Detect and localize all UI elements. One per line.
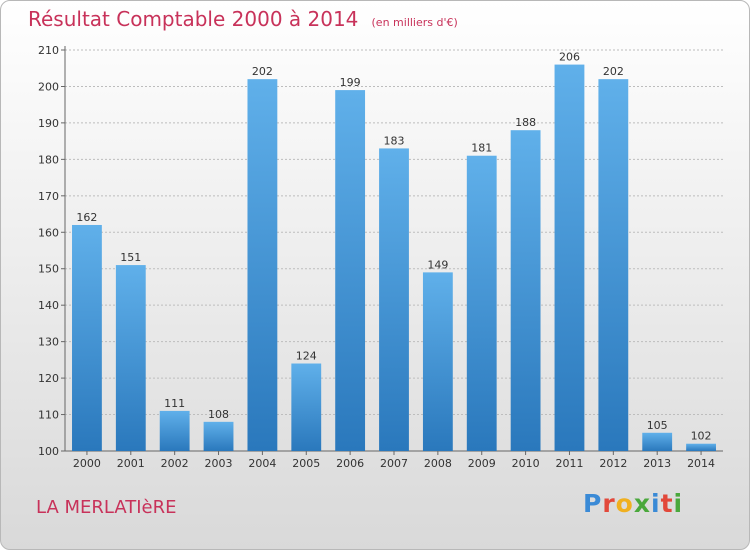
data-label: 105 [647,419,668,432]
bar [335,90,366,451]
logo-letter: t [660,489,674,518]
x-tick-label: 2011 [555,457,583,470]
data-label: 188 [515,116,536,129]
y-tick-label: 140 [38,299,59,312]
data-label: 183 [384,134,405,147]
logo-letter: i [651,489,661,518]
x-tick-label: 2000 [73,457,101,470]
y-tick-label: 100 [38,445,59,458]
logo-letter: x [633,489,651,518]
bar [291,363,322,451]
chart-subtitle: (en milliers d'€) [371,16,458,29]
bar [115,265,146,451]
bar [247,79,278,451]
bar [686,443,716,451]
x-tick-label: 2002 [161,457,189,470]
data-label: 124 [296,350,317,363]
bar [642,432,673,451]
x-tick-label: 2014 [687,457,715,470]
data-label: 199 [340,76,361,89]
title-row: Résultat Comptable 2000 à 2014 (en milli… [28,7,458,31]
bar [510,130,541,451]
data-label: 151 [120,251,141,264]
bar [466,155,497,451]
bar [379,148,409,451]
x-tick-label: 2008 [424,457,452,470]
y-tick-label: 200 [38,80,59,93]
x-tick-label: 2005 [292,457,320,470]
y-tick-label: 130 [38,336,59,349]
bar [422,272,453,451]
data-label: 149 [427,258,448,271]
x-tick-label: 2003 [205,457,233,470]
y-tick-label: 120 [38,372,59,385]
data-label: 108 [208,408,229,421]
logo-letter: P [583,489,603,518]
y-tick-label: 180 [38,153,59,166]
chart-title: Résultat Comptable 2000 à 2014 [28,7,359,31]
x-tick-label: 2004 [248,457,276,470]
data-label: 181 [471,142,492,155]
logo-letter: o [615,489,634,518]
data-label: 162 [76,211,97,224]
data-label: 102 [691,430,712,443]
x-tick-label: 2012 [599,457,627,470]
y-tick-label: 150 [38,263,59,276]
y-tick-label: 160 [38,226,59,239]
bar [554,64,585,451]
bar [72,224,102,451]
data-label: 202 [603,65,624,78]
x-tick-label: 2013 [643,457,671,470]
logo-letter: r [602,489,616,518]
x-tick-label: 2001 [117,457,145,470]
x-tick-label: 2009 [468,457,496,470]
data-label: 202 [252,65,273,78]
y-tick-label: 190 [38,117,59,130]
x-tick-label: 2010 [512,457,540,470]
y-tick-label: 170 [38,190,59,203]
logo-letter: i [673,489,684,518]
data-label: 111 [164,397,185,410]
y-tick-label: 210 [38,44,59,57]
bar [598,79,629,451]
bar [159,410,190,451]
x-tick-label: 2007 [380,457,408,470]
y-tick-label: 110 [38,409,59,422]
bar [203,421,234,451]
place-name: LA MERLATIèRE [36,497,177,518]
proxiti-logo: Proxiti [583,489,683,518]
data-label: 206 [559,51,580,64]
x-tick-label: 2006 [336,457,364,470]
